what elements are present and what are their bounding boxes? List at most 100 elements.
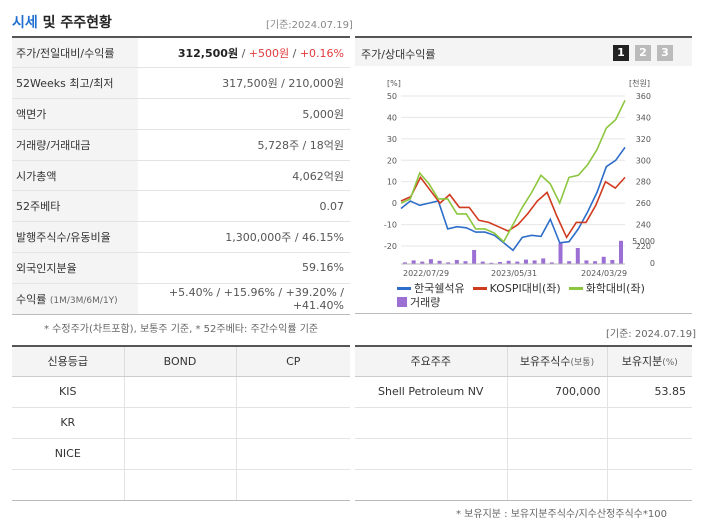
volume-bar: [523, 259, 528, 264]
holder-pct: [607, 438, 692, 470]
right-tick-label: 240: [636, 221, 651, 230]
row-par: 액면가 5,000원: [12, 98, 350, 130]
volume-tick-label: 5,000: [632, 237, 655, 246]
label-52w: 52Weeks 최고/최저: [12, 67, 138, 100]
holders-header-shares: 보유주식수(보통): [507, 345, 608, 377]
right-tick-label: 360: [636, 92, 651, 101]
row-foreign: 외국인지분율 59.16%: [12, 252, 350, 284]
value-mktcap: 4,062억원: [138, 160, 350, 192]
label-beta: 52주베타: [12, 190, 138, 223]
chart-title: 주가/상대수익률: [361, 48, 436, 61]
return-3m: +15.96%: [223, 285, 275, 299]
volume-bar: [437, 260, 442, 264]
label-price: 주가/전일대비/수익률: [12, 36, 138, 69]
row-mktcap: 시가총액 4,062억원: [12, 160, 350, 192]
label-shares: 발행주식수/유동비율: [12, 221, 138, 254]
volume-bar: [558, 243, 563, 264]
row-returns: 수익률 (1M/3M/6M/1Y) +5.40% / +15.96% / +39…: [12, 283, 350, 315]
credit-bond: [124, 469, 237, 501]
left-tick-label: 0: [392, 199, 397, 208]
value-beta: 0.07: [138, 190, 350, 223]
holders-header-row: 주요주주 보유주식수(보통) 보유지분(%): [355, 345, 692, 377]
table-row: Shell Petroleum NV 700,000 53.85: [355, 376, 692, 408]
credit-header-cp: CP: [236, 345, 350, 377]
value-price: 312,500원 / +500원 / +0.16%: [138, 36, 350, 69]
volume-bar: [549, 262, 554, 264]
row-price: 주가/전일대비/수익률 312,500원 / +500원 / +0.16%: [12, 36, 350, 69]
return-1m: +5.40%: [168, 285, 214, 299]
label-par: 액면가: [12, 98, 138, 130]
credit-bond: [124, 407, 237, 439]
holder-shares: [507, 469, 608, 501]
volume-bar: [480, 261, 485, 264]
left-tick-label: -10: [384, 221, 397, 230]
value-volume: 5,728주 / 18억원: [138, 129, 350, 161]
footnote-bottom: * 보유지분 : 보유지분주식수/지수산정주식수*100: [456, 509, 667, 520]
volume-bar: [420, 261, 425, 264]
credit-bond: [124, 438, 237, 470]
left-tick-label: 10: [387, 178, 397, 187]
table-row: [355, 469, 692, 501]
footnote-left: * 수정주가(차트포함), 보통주 기준, * 52주베타: 주간수익률 기준: [44, 324, 319, 335]
table-row: KIS: [12, 376, 350, 408]
credit-agency: KR: [12, 407, 125, 439]
value-returns: +5.40% / +15.96% / +39.20% / +41.40%: [138, 283, 350, 315]
credit-bond: [124, 376, 237, 408]
holder-name: [355, 469, 508, 501]
legend-chem: 화학대비(좌): [585, 282, 645, 295]
credit-cp: [236, 376, 350, 408]
legend-kospi: KOSPI대비(좌): [489, 282, 561, 295]
volume-bar: [454, 260, 459, 264]
series-line: [400, 99, 626, 243]
holders-header-pct: 보유지분(%): [607, 345, 692, 377]
holder-pct: [607, 469, 692, 501]
left-tick-label: -20: [384, 242, 397, 251]
credit-agency: [12, 469, 125, 501]
legend-row-1: 한국쉘석유 KOSPI대비(좌) 화학대비(좌): [397, 280, 645, 296]
x-tick-label: 2023/05/31: [491, 269, 537, 278]
left-tick-label: 20: [387, 156, 397, 165]
volume-tick-label: 0: [650, 259, 655, 268]
volume-bar: [541, 258, 546, 264]
series-line: [400, 175, 626, 240]
chart-page-3-button[interactable]: 3: [657, 45, 673, 61]
holder-name: [355, 438, 508, 470]
credit-header-rating: 신용등급: [12, 345, 125, 377]
credit-cp: [236, 407, 350, 439]
return-1y: +41.40%: [292, 298, 344, 312]
holder-shares: [507, 407, 608, 439]
chart-page-1-button[interactable]: 1: [613, 45, 629, 61]
chart-header: 주가/상대수익률 1 2 3: [355, 38, 692, 66]
credit-agency: NICE: [12, 438, 125, 470]
volume-bar: [498, 262, 503, 264]
holder-pct: [607, 407, 692, 439]
x-tick-label: 2024/03/29: [581, 269, 627, 278]
volume-bar: [506, 260, 511, 264]
volume-bar: [532, 260, 537, 264]
volume-bar: [584, 260, 589, 264]
right-tick-label: 260: [636, 199, 651, 208]
holders-table: 주요주주 보유주식수(보통) 보유지분(%) Shell Petroleum N…: [355, 345, 692, 501]
credit-cp: [236, 438, 350, 470]
volume-bar: [403, 262, 407, 264]
credit-table: 신용등급 BOND CP KIS KR NICE: [12, 345, 350, 501]
row-52w: 52Weeks 최고/최저 317,500원 / 210,000원: [12, 67, 350, 100]
table-row: KR: [12, 407, 350, 439]
volume-bar: [489, 262, 494, 264]
value-shares: 1,300,000주 / 46.15%: [138, 221, 350, 254]
chart-page-2-button[interactable]: 2: [635, 45, 651, 61]
table-row: NICE: [12, 438, 350, 470]
footnote-right-date: [기준: 2024.07.19]: [606, 329, 697, 340]
legend-shell: 한국쉘석유: [414, 282, 465, 295]
volume-bar: [619, 240, 623, 264]
value-52w: 317,500원 / 210,000원: [138, 67, 350, 100]
volume-bar: [472, 250, 477, 264]
volume-bar: [515, 261, 520, 264]
base-date: [기준:2024.07.19]: [266, 20, 353, 31]
credit-header-bond: BOND: [124, 345, 237, 377]
holder-pct: 53.85: [607, 376, 692, 408]
legend-swatch-volume: [397, 297, 407, 307]
volume-bar: [610, 260, 615, 264]
left-tick-label: 40: [387, 113, 397, 122]
volume-bar: [411, 260, 416, 264]
